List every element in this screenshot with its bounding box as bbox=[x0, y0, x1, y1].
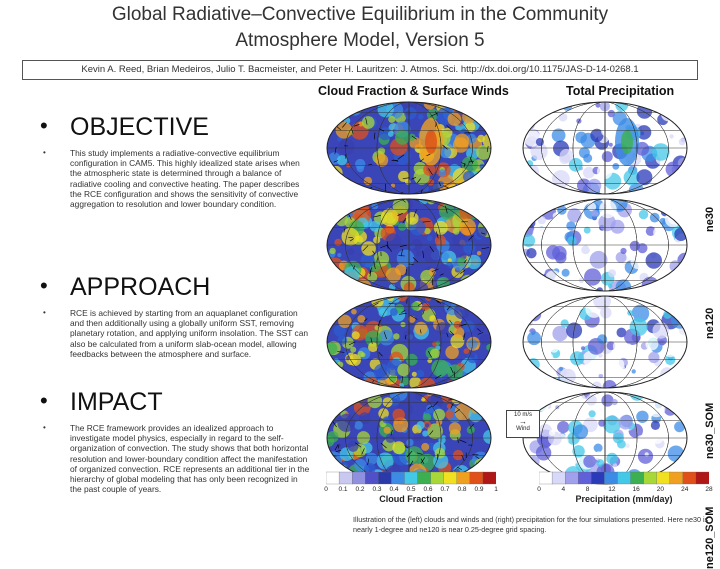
colorbar-swatch bbox=[644, 472, 657, 484]
colorbar-swatch bbox=[444, 472, 457, 484]
colorbar-tick-label: 12 bbox=[604, 486, 620, 494]
bullet-icon: • bbox=[40, 273, 48, 299]
bullet-icon: • bbox=[43, 308, 46, 318]
colorbar-swatch bbox=[552, 472, 565, 484]
colorbar-tick-label: 28 bbox=[701, 486, 717, 494]
colorbar-tick-label: 0.6 bbox=[420, 486, 436, 494]
map-grid bbox=[312, 84, 720, 504]
colorbar-swatch bbox=[539, 472, 552, 484]
colorbar-swatch bbox=[352, 472, 365, 484]
colorbar-tick-label: 20 bbox=[652, 486, 668, 494]
row-label-ne30: ne30 bbox=[704, 207, 716, 232]
colorbar-swatch bbox=[391, 472, 404, 484]
cloud-map-3 bbox=[320, 288, 493, 395]
colorbar-swatch bbox=[326, 472, 339, 484]
colorbar-tick-label: 0.1 bbox=[335, 486, 351, 494]
figure-panel: Cloud Fraction & Surface Winds Total Pre… bbox=[312, 84, 720, 504]
colorbar-swatch bbox=[578, 472, 591, 484]
row-label-ne120: ne120 bbox=[704, 308, 716, 339]
colorbar-swatch bbox=[631, 472, 644, 484]
colorbar-swatch bbox=[657, 472, 670, 484]
colorbar-tick-label: 24 bbox=[677, 486, 693, 494]
colorbar-swatch bbox=[404, 472, 417, 484]
colorbar-swatch bbox=[604, 472, 617, 484]
colorbar-swatch bbox=[365, 472, 378, 484]
colorbar-tick-label: 0.7 bbox=[437, 486, 453, 494]
colorbar-tick-label: 0 bbox=[318, 486, 334, 494]
colorbar-swatch bbox=[483, 472, 496, 484]
cloud-map-1 bbox=[324, 97, 498, 201]
precip-map-1 bbox=[517, 96, 692, 199]
approach-heading: • APPROACH bbox=[44, 273, 210, 302]
colorbar-tick-label: 8 bbox=[580, 486, 596, 494]
objective-heading: • OBJECTIVE bbox=[44, 113, 209, 142]
title-line-2: Atmosphere Model, Version 5 bbox=[0, 28, 720, 54]
colorbar-swatch bbox=[431, 472, 444, 484]
colorbar-tick-label: 0.3 bbox=[369, 486, 385, 494]
precip-colorbar bbox=[539, 471, 709, 485]
precip-map-3 bbox=[519, 291, 692, 394]
colorbar-swatch bbox=[565, 472, 578, 484]
cloud-colorbar bbox=[326, 471, 496, 485]
cloud-colorbar-label: Cloud Fraction bbox=[326, 494, 496, 504]
colorbar-tick-label: 0 bbox=[531, 486, 547, 494]
wind-scale-label: Wind bbox=[507, 425, 539, 433]
impact-heading: • IMPACT bbox=[44, 388, 163, 417]
colorbar-swatch bbox=[339, 472, 352, 484]
citation-box: Kevin A. Reed, Brian Medeiros, Julio T. … bbox=[22, 60, 698, 80]
colorbar-tick-label: 1 bbox=[488, 486, 504, 494]
cloud-map-2 bbox=[321, 194, 496, 297]
bullet-icon: • bbox=[40, 388, 48, 414]
figure-caption: Illustration of the (left) clouds and wi… bbox=[353, 515, 713, 535]
bullet-icon: • bbox=[43, 423, 46, 433]
colorbar-tick-label: 16 bbox=[628, 486, 644, 494]
wind-scale-key: 10 m/s → Wind bbox=[506, 410, 540, 438]
colorbar-tick-label: 0.9 bbox=[471, 486, 487, 494]
precip-colorbar-label: Precipitation (mm/day) bbox=[539, 494, 709, 504]
approach-body: • RCE is achieved by starting from an aq… bbox=[70, 308, 310, 359]
colorbar-swatch bbox=[670, 472, 683, 484]
colorbar-tick-label: 4 bbox=[555, 486, 571, 494]
bullet-icon: • bbox=[43, 148, 46, 158]
colorbar-swatch bbox=[617, 472, 630, 484]
bullet-icon: • bbox=[40, 113, 48, 139]
colorbar-swatch bbox=[470, 472, 483, 484]
poster-title: Global Radiative–Convective Equilibrium … bbox=[0, 2, 720, 54]
colorbar-tick-label: 0.5 bbox=[403, 486, 419, 494]
colorbar-tick-label: 0.2 bbox=[352, 486, 368, 494]
precip-map-2 bbox=[519, 194, 693, 298]
colorbar-swatch bbox=[378, 472, 391, 484]
title-line-1: Global Radiative–Convective Equilibrium … bbox=[0, 2, 720, 28]
colorbar-tick-label: 0.8 bbox=[454, 486, 470, 494]
colorbar-swatch bbox=[683, 472, 696, 484]
colorbar-swatch bbox=[457, 472, 470, 484]
row-label-ne30-som: ne30_SOM bbox=[704, 403, 716, 459]
objective-body: • This study implements a radiative-conv… bbox=[70, 148, 310, 209]
colorbar-tick-label: 0.4 bbox=[386, 486, 402, 494]
colorbar-swatch bbox=[418, 472, 431, 484]
colorbar-swatch bbox=[591, 472, 604, 484]
impact-body: • The RCE framework provides an idealize… bbox=[70, 423, 310, 494]
colorbar-swatch bbox=[696, 472, 709, 484]
